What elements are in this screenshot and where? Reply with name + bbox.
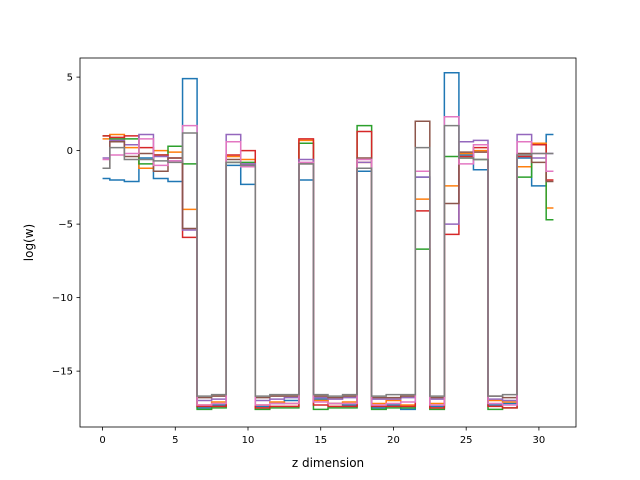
x-axis-label: z dimension (292, 456, 364, 470)
x-tick-label: 0 (99, 435, 105, 446)
x-tick-label: 5 (172, 435, 178, 446)
y-tick-label: 5 (67, 73, 73, 84)
plot-area (80, 58, 576, 427)
y-axis-label: log(w) (22, 224, 36, 261)
series-line-7 (102, 116, 554, 406)
y-tick-label: −5 (58, 220, 73, 231)
x-tick-label: 20 (387, 435, 400, 446)
x-tick-label: 15 (314, 435, 327, 446)
x-tick-label: 30 (533, 435, 546, 446)
y-tick-label: −10 (52, 293, 73, 304)
y-tick-label: 0 (67, 146, 73, 157)
series-layer (102, 71, 554, 411)
axes-layer: 0 5 10 15 20 25 30 5 0 −5 −10 −15 (52, 73, 545, 446)
plot-frame (79, 57, 577, 428)
y-tick-label: −15 (52, 367, 73, 378)
x-tick-label: 10 (242, 435, 255, 446)
series-line-8 (102, 124, 554, 397)
x-tick-label: 25 (460, 435, 473, 446)
